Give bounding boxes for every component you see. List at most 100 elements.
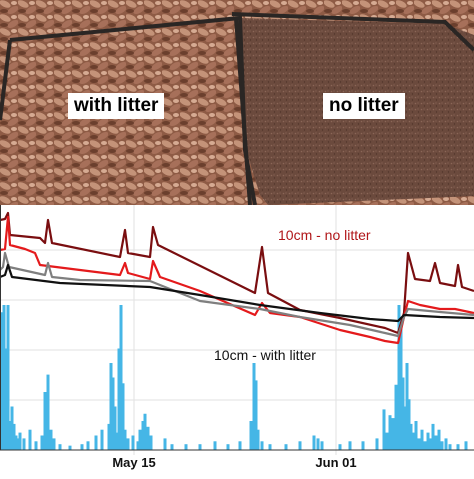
center-frame-edge	[234, 17, 252, 205]
rain-bar	[49, 429, 53, 450]
rain-bar	[414, 421, 418, 450]
rain-bar	[388, 415, 392, 450]
rain-bar	[394, 384, 398, 450]
rain-bar	[403, 406, 407, 450]
rain-bar	[456, 444, 460, 450]
rain-bar	[52, 438, 56, 450]
annotation-no-litter: 10cm - no litter	[278, 227, 371, 243]
rain-bar	[28, 429, 32, 450]
rain-bar	[184, 444, 188, 450]
rain-bar	[146, 426, 150, 450]
rain-bar	[426, 432, 430, 450]
rain-bar	[407, 399, 411, 450]
rain-bar	[163, 438, 167, 450]
rain-bar	[213, 441, 217, 450]
moisture-lines	[0, 211, 474, 345]
rain-bar	[464, 441, 468, 450]
rain-bar	[338, 444, 342, 450]
x-tick-label-may15: May 15	[112, 455, 155, 470]
series-line-black	[0, 263, 474, 323]
rain-bar	[284, 444, 288, 450]
rain-bar	[409, 423, 413, 450]
rain-bar	[361, 441, 365, 450]
x-tick-label-jun01: Jun 01	[315, 455, 356, 470]
field-photo: with litter no litter	[0, 0, 474, 205]
rain-bar	[391, 418, 395, 450]
rain-bar	[141, 421, 145, 450]
rain-bar	[119, 305, 123, 450]
rain-bar	[22, 438, 26, 450]
rain-bar	[126, 438, 130, 450]
rain-bar	[2, 305, 6, 450]
rain-bar	[131, 435, 135, 450]
rain-bar	[348, 441, 352, 450]
moisture-chart: May 15 Jun 01 10cm - no litter 10cm - wi…	[0, 205, 474, 474]
annotation-with-litter: 10cm - with litter	[214, 347, 316, 363]
rain-bar	[86, 441, 90, 450]
right-plot-frame	[231, 12, 474, 52]
rain-bar	[431, 423, 435, 450]
rain-bar	[143, 413, 147, 450]
rain-bar	[375, 438, 379, 450]
rain-bar	[256, 429, 260, 450]
rain-bar	[382, 409, 386, 450]
rain-bar	[260, 441, 264, 450]
series-line-dark-red	[0, 211, 474, 335]
rain-bar	[107, 423, 111, 450]
rain-bar	[136, 441, 140, 450]
rain-bar	[113, 406, 117, 450]
rain-bar	[316, 438, 320, 450]
rain-bar	[6, 305, 10, 450]
rain-bar	[34, 441, 38, 450]
rain-bar	[138, 429, 142, 450]
rain-bar	[411, 432, 415, 450]
rain-bar	[254, 380, 258, 450]
rain-bar	[149, 435, 153, 450]
rain-bar	[385, 432, 389, 450]
rain-bar	[423, 441, 427, 450]
rain-bars	[0, 305, 468, 450]
rain-bar	[420, 429, 424, 450]
rain-bar	[226, 444, 230, 450]
rain-bar	[18, 432, 22, 450]
rain-bar	[320, 441, 324, 450]
rain-bar	[115, 432, 119, 450]
rain-bar	[170, 444, 174, 450]
rain-bar	[448, 444, 452, 450]
rain-bar	[12, 423, 16, 450]
rain-bar	[80, 444, 84, 450]
rain-bar	[405, 363, 409, 450]
series-line-red	[0, 215, 474, 345]
rain-bar	[312, 435, 316, 450]
rain-bar	[238, 441, 242, 450]
rain-bar	[428, 438, 432, 450]
rain-bar	[8, 421, 12, 450]
rain-bar	[4, 348, 8, 450]
rain-bar	[121, 383, 125, 450]
rain-bar	[123, 429, 127, 450]
no-litter-label: no litter	[323, 93, 405, 119]
rain-bar	[117, 348, 121, 450]
rain-bar	[111, 377, 115, 450]
rain-bar	[440, 441, 444, 450]
rain-bar	[40, 435, 44, 450]
rain-bar	[58, 444, 62, 450]
rain-bar	[10, 406, 14, 450]
rain-bar	[94, 435, 98, 450]
rain-bar	[100, 429, 104, 450]
rain-bar	[109, 363, 113, 450]
rain-bar	[397, 305, 401, 450]
rain-bar	[68, 445, 72, 450]
rain-bar	[0, 312, 4, 450]
rain-bar	[437, 429, 441, 450]
rain-bar	[252, 363, 256, 450]
rain-bar	[268, 444, 272, 450]
rain-bar	[444, 438, 448, 450]
rain-bar	[249, 421, 253, 450]
rain-bar	[434, 435, 438, 450]
rain-bar	[198, 444, 202, 450]
rain-bar	[401, 377, 405, 450]
timeseries-panel: May 15 Jun 01 10cm - no litter 10cm - wi…	[0, 205, 474, 474]
rain-bar	[14, 435, 18, 450]
rain-bar	[16, 438, 20, 450]
